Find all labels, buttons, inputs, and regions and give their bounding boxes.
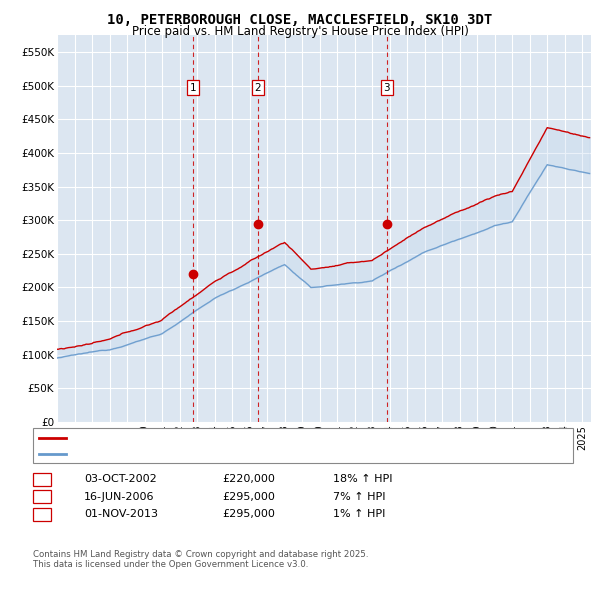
Text: Contains HM Land Registry data © Crown copyright and database right 2025.
This d: Contains HM Land Registry data © Crown c… [33,550,368,569]
Text: £295,000: £295,000 [222,510,275,519]
Text: £295,000: £295,000 [222,492,275,502]
Text: 2: 2 [254,83,261,93]
Text: Price paid vs. HM Land Registry's House Price Index (HPI): Price paid vs. HM Land Registry's House … [131,25,469,38]
Text: 1% ↑ HPI: 1% ↑ HPI [333,510,385,519]
Text: 1: 1 [38,474,46,484]
Text: £220,000: £220,000 [222,474,275,484]
Text: 03-OCT-2002: 03-OCT-2002 [84,474,157,484]
Text: 01-NOV-2013: 01-NOV-2013 [84,510,158,519]
Text: 1: 1 [190,83,196,93]
Text: 16-JUN-2006: 16-JUN-2006 [84,492,155,502]
Text: 7% ↑ HPI: 7% ↑ HPI [333,492,386,502]
Text: 10, PETERBOROUGH CLOSE, MACCLESFIELD, SK10 3DT: 10, PETERBOROUGH CLOSE, MACCLESFIELD, SK… [107,13,493,27]
Text: HPI: Average price, detached house, Cheshire East: HPI: Average price, detached house, Ches… [72,449,325,458]
Text: 2: 2 [38,492,46,502]
Text: 10, PETERBOROUGH CLOSE, MACCLESFIELD, SK10 3DT (detached house): 10, PETERBOROUGH CLOSE, MACCLESFIELD, SK… [72,434,437,443]
Text: 3: 3 [38,510,46,519]
Text: 3: 3 [383,83,390,93]
Text: 18% ↑ HPI: 18% ↑ HPI [333,474,392,484]
